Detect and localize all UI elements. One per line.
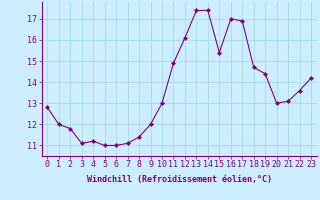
- X-axis label: Windchill (Refroidissement éolien,°C): Windchill (Refroidissement éolien,°C): [87, 175, 272, 184]
